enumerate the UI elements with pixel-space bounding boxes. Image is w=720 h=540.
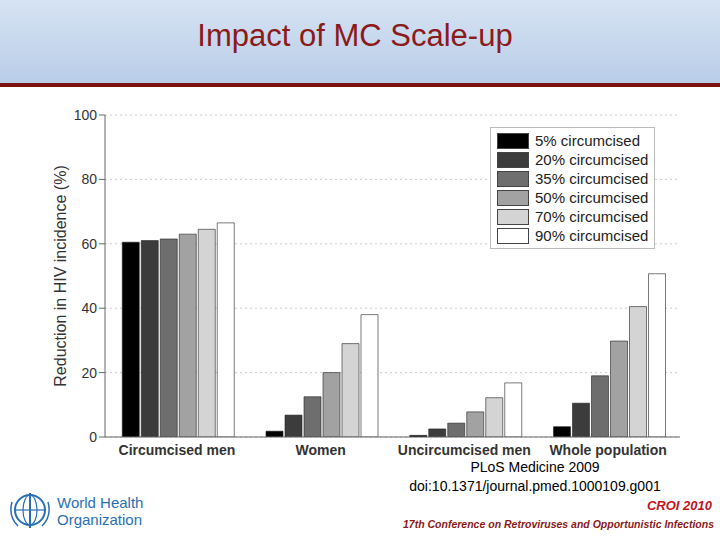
html-text:doi:10.1371/journal.pmed.10001: doi:10.1371/journal.pmed.1000109.g001 xyxy=(409,478,661,494)
svg-text:40: 40 xyxy=(81,300,97,316)
html-text:5% circumcised: 5% circumcised xyxy=(535,132,640,149)
svg-text:80: 80 xyxy=(81,171,97,187)
svg-text:60: 60 xyxy=(81,236,97,252)
svg-text:Whole population: Whole population xyxy=(549,442,666,458)
html-text:35% circumcised: 35% circumcised xyxy=(535,170,649,187)
html-text:PLoS Medicine 2009: PLoS Medicine 2009 xyxy=(470,459,600,475)
html-text:World Health: World Health xyxy=(57,494,144,511)
html-text:20% circumcised: 20% circumcised xyxy=(535,151,649,168)
html-text:CROI 2010: CROI 2010 xyxy=(647,498,712,513)
svg-text:0: 0 xyxy=(89,429,97,445)
svg-text:Reduction in HIV incidence (%): Reduction in HIV incidence (%) xyxy=(52,165,69,386)
svg-text:Women: Women xyxy=(295,442,345,458)
html-text:17th Conference on Retroviruse: 17th Conference on Retroviruses and Oppo… xyxy=(403,518,714,530)
svg-text:20: 20 xyxy=(81,365,97,381)
html-text:50% circumcised: 50% circumcised xyxy=(535,189,649,206)
svg-text:Circumcised men: Circumcised men xyxy=(119,442,236,458)
html-text:Organization: Organization xyxy=(57,511,143,528)
svg-text:Uncircumcised men: Uncircumcised men xyxy=(398,442,531,458)
svg-text:100: 100 xyxy=(74,107,98,123)
html-text:Impact of MC Scale-up: Impact of MC Scale-up xyxy=(197,18,513,53)
html-text:90% circumcised: 90% circumcised xyxy=(535,227,649,244)
html-text:70% circumcised: 70% circumcised xyxy=(535,208,649,225)
